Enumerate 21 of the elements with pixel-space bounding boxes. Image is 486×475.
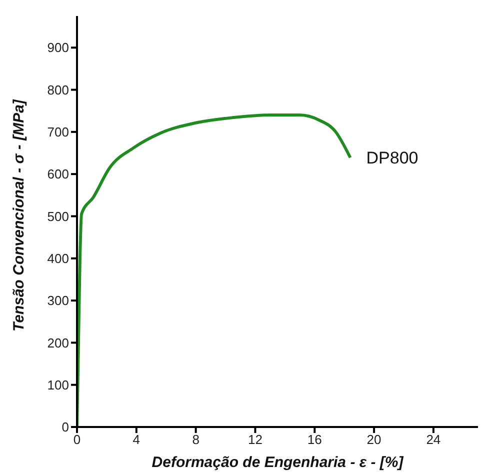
series-label: DP800 — [366, 148, 418, 168]
x-tick-label: 16 — [307, 432, 322, 448]
y-tick-label: 600 — [47, 166, 69, 182]
y-tick-label: 300 — [47, 293, 69, 308]
line-series — [77, 114, 352, 427]
y-tick-label: 0 — [62, 420, 69, 435]
x-tick-label: 0 — [73, 432, 81, 448]
y-tick-label: 900 — [47, 40, 69, 56]
x-tick-label: 12 — [248, 432, 262, 448]
y-tick-label: 800 — [47, 82, 69, 98]
x-tick-label: 24 — [426, 432, 441, 448]
y-tick-label: 400 — [47, 251, 69, 266]
x-tick-label: 8 — [192, 432, 200, 448]
y-tick-label: 500 — [47, 208, 69, 224]
y-tick-label: 100 — [47, 377, 69, 392]
x-tick-label: 20 — [366, 432, 382, 448]
x-tick-label: 4 — [132, 432, 140, 448]
y-tick-label: 700 — [47, 124, 69, 140]
x-axis-title: Deformação de Engenharia - ε - [%] — [152, 454, 404, 471]
y-axis-title: Tensão Convencional - σ - [MPa] — [10, 98, 28, 332]
y-tick-label: 200 — [47, 335, 69, 350]
